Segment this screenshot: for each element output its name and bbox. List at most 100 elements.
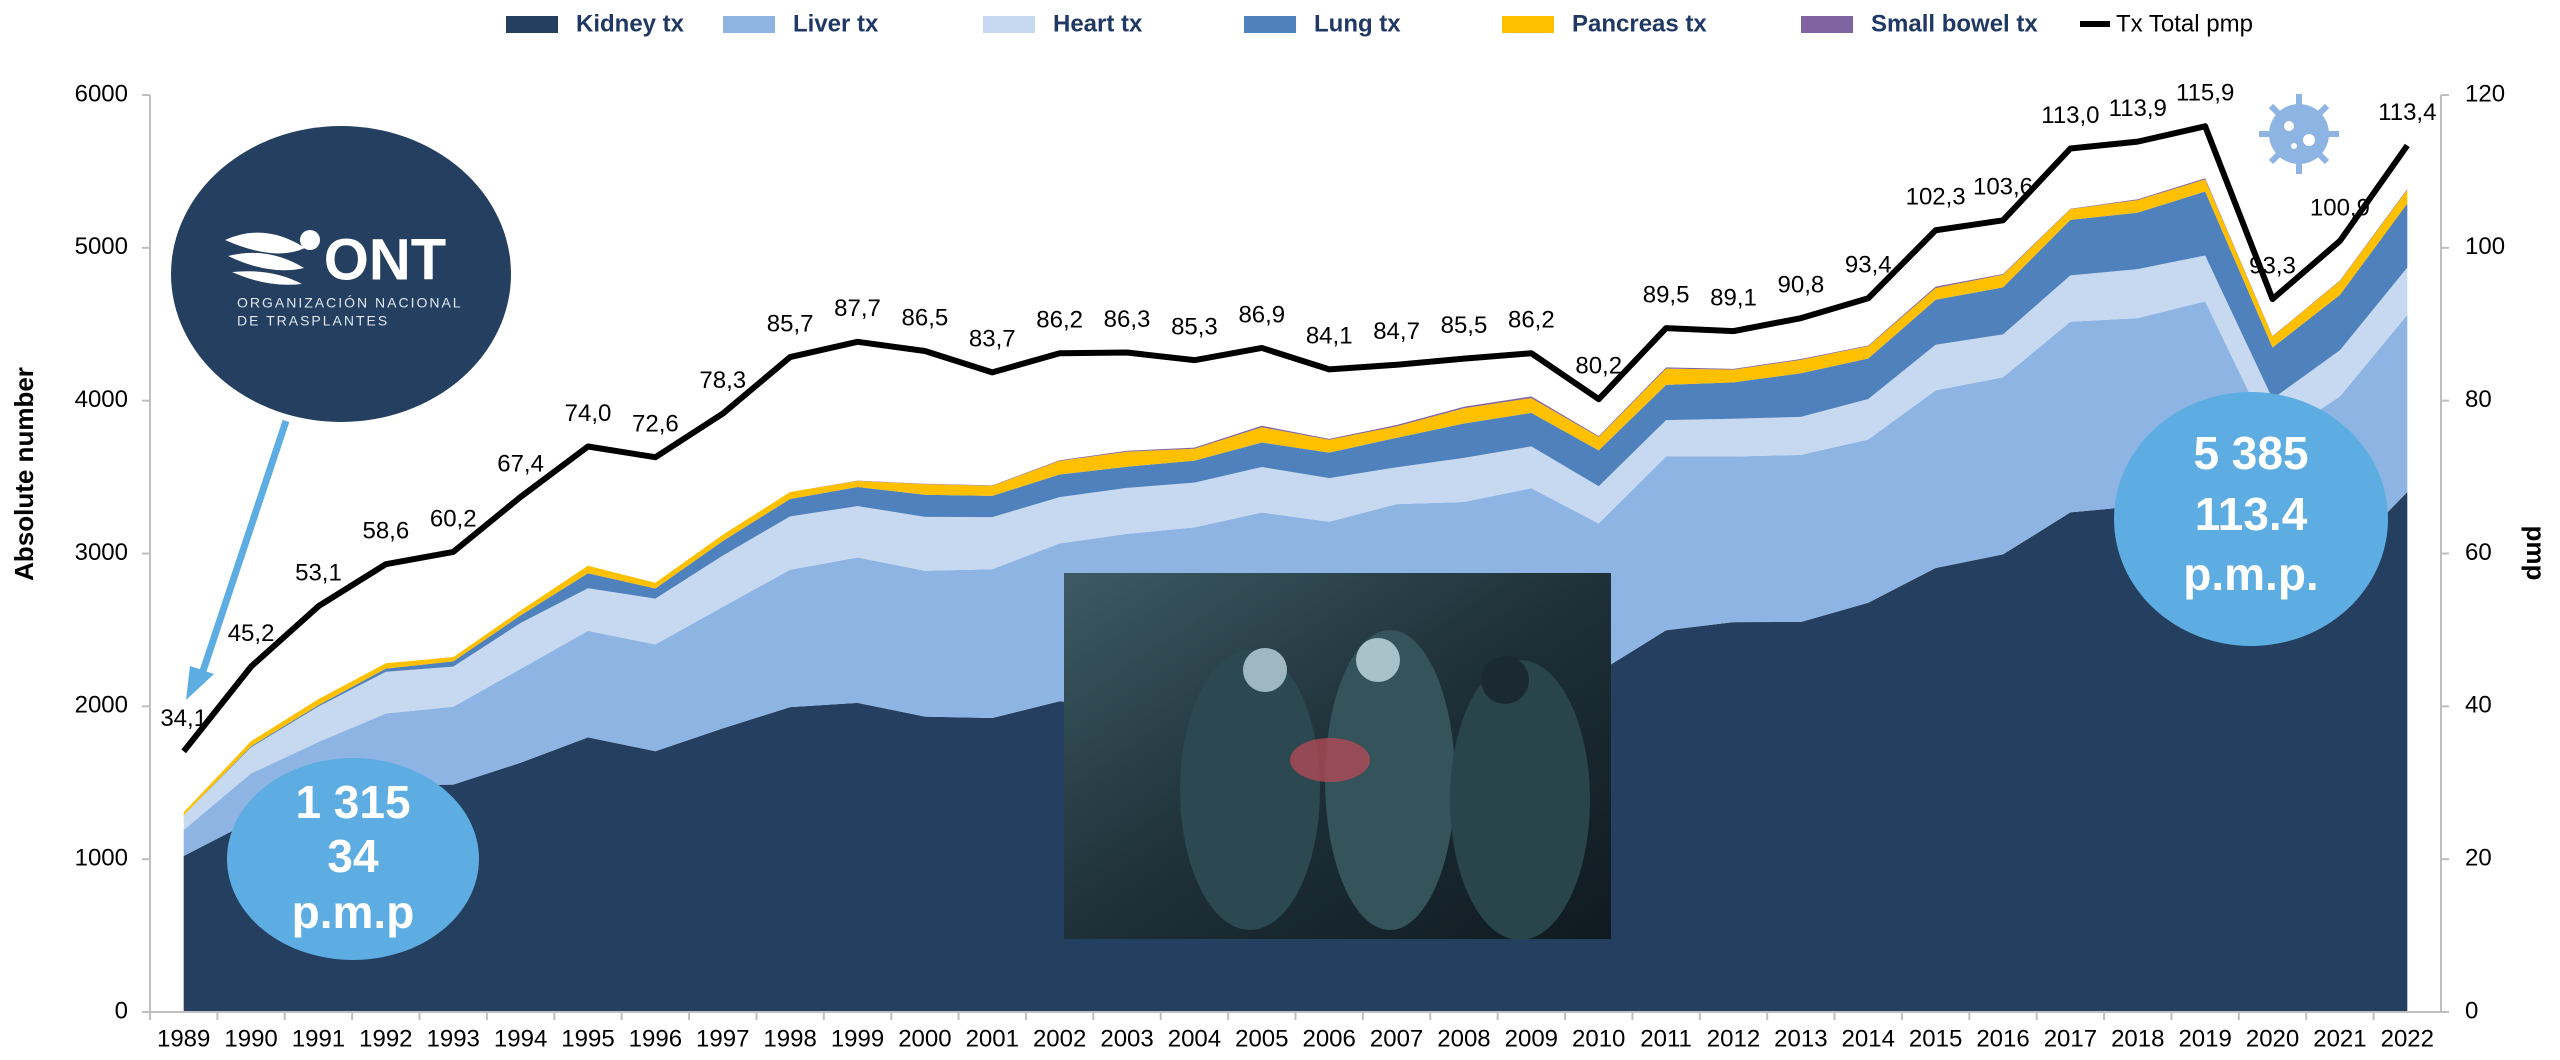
x-tick-label: 2022 [2381,1025,2434,1052]
y-tick-label: 6000 [75,80,128,107]
value-label: 85,5 [1441,312,1488,339]
bubble-text: 113.4 [2195,488,2308,540]
logo-name: ONT [324,227,446,292]
x-tick-label: 1995 [561,1025,614,1052]
bubble-text: 34 [327,830,379,882]
x-tick-label: 2016 [1976,1025,2029,1052]
y-tick-label: 4000 [75,386,128,413]
x-tick-label: 2019 [2178,1025,2231,1052]
value-label: 90,8 [1778,271,1825,298]
value-label: 86,2 [1036,307,1083,334]
legend-label: Heart tx [1053,10,1143,37]
legend-label: Lung tx [1314,10,1401,37]
value-label: 78,3 [699,367,746,394]
value-label: 103,6 [1973,174,2033,201]
legend-swatch [723,16,775,33]
x-tick-label: 2014 [1842,1025,1895,1052]
x-tick-label: 2021 [2313,1025,2366,1052]
y2-tick-label: 120 [2465,80,2505,107]
x-tick-label: 1996 [629,1025,682,1052]
bubble-text: p.m.p. [2183,548,2318,600]
end-bubble: 5 385 113.4 p.m.p. [2114,392,2388,646]
value-label: 60,2 [430,505,477,532]
y2-tick-label: 0 [2465,997,2478,1024]
chart: Absolute number pmp 01000200030004000500… [0,0,2560,1060]
value-label: 113,9 [2109,95,2167,122]
value-label: 72,6 [632,411,679,438]
value-label: 74,0 [565,400,612,427]
x-tick-label: 2000 [898,1025,951,1052]
value-label: 100,9 [2310,194,2370,221]
y-tick-label: 5000 [75,233,128,260]
x-tick-label: 1992 [359,1025,412,1052]
value-label: 58,6 [362,518,409,545]
x-tick-label: 2013 [1774,1025,1827,1052]
x-tick-label: 1990 [224,1025,277,1052]
legend-swatch [983,16,1035,33]
y2-tick-label: 40 [2465,692,2492,719]
value-label: 80,2 [1575,352,1622,379]
value-label: 86,3 [1104,306,1151,333]
x-tick-label: 2001 [966,1025,1019,1052]
value-label: 102,3 [1906,184,1966,211]
x-tick-label: 1993 [427,1025,480,1052]
value-label: 84,7 [1373,318,1420,345]
photo [1064,573,1611,940]
x-tick-label: 2011 [1640,1025,1692,1052]
value-label: 83,7 [969,326,1016,353]
legend-label: Liver tx [793,10,879,37]
x-tick-label: 2003 [1100,1025,1153,1052]
value-label: 85,3 [1171,314,1218,341]
legend-swatch [1244,16,1296,33]
y2-tick-label: 60 [2465,539,2492,566]
value-label: 113,4 [2378,99,2436,126]
bubble-text: 1 315 [295,776,410,828]
value-label: 86,9 [1238,301,1285,328]
x-tick-label: 2015 [1909,1025,1962,1052]
x-tick-label: 2010 [1572,1025,1625,1052]
x-tick-label: 2017 [2044,1025,2097,1052]
y2-tick-label: 80 [2465,386,2492,413]
x-tick-label: 2009 [1505,1025,1558,1052]
bubble-text: 5 385 [2193,427,2308,479]
legend-swatch [506,16,558,33]
x-tick-label: 1989 [157,1025,210,1052]
x-tick-label: 1994 [494,1025,547,1052]
photo-head [1356,638,1400,682]
value-label: 86,2 [1508,307,1555,334]
x-tick-label: 2005 [1235,1025,1288,1052]
y2-axis-label: pmp [2521,526,2551,581]
legend-swatch [1801,16,1853,33]
value-label: 67,4 [497,450,544,477]
value-label: 89,5 [1643,281,1690,308]
logo-text: ORGANIZACIÓN NACIONAL [237,295,463,311]
x-tick-label: 2004 [1168,1025,1221,1052]
x-tick-label: 2002 [1033,1025,1086,1052]
x-tick-label: 2018 [2111,1025,2164,1052]
value-label: 45,2 [228,620,275,647]
x-tick-label: 2006 [1302,1025,1355,1052]
photo-figure [1450,660,1590,940]
value-label: 86,5 [902,304,949,331]
x-tick-label: 2008 [1437,1025,1490,1052]
value-label: 89,1 [1710,284,1757,311]
value-label: 85,7 [767,310,814,337]
virus-spikes [2259,94,2339,174]
y-tick-label: 1000 [75,845,128,872]
x-tick-label: 2020 [2246,1025,2299,1052]
logo: ONT ORGANIZACIÓN NACIONAL DE TRASPLANTES [171,126,511,700]
x-tick-label: 2012 [1707,1025,1760,1052]
value-label: 115,9 [2176,80,2234,107]
value-label: 87,7 [834,295,881,322]
y-tick-label: 0 [115,997,128,1024]
logo-text: DE TRASPLANTES [237,313,389,329]
x-tick-label: 1998 [763,1025,816,1052]
y-tick-label: 2000 [75,692,128,719]
x-tick-label: 2007 [1370,1025,1423,1052]
x-tick-label: 1991 [292,1025,345,1052]
value-label: 34,1 [160,705,207,732]
y-axis-label: Absolute number [9,367,39,581]
value-label: 93,3 [2249,252,2296,279]
photo-detail [1290,738,1370,782]
y2-tick-label: 100 [2465,233,2505,260]
